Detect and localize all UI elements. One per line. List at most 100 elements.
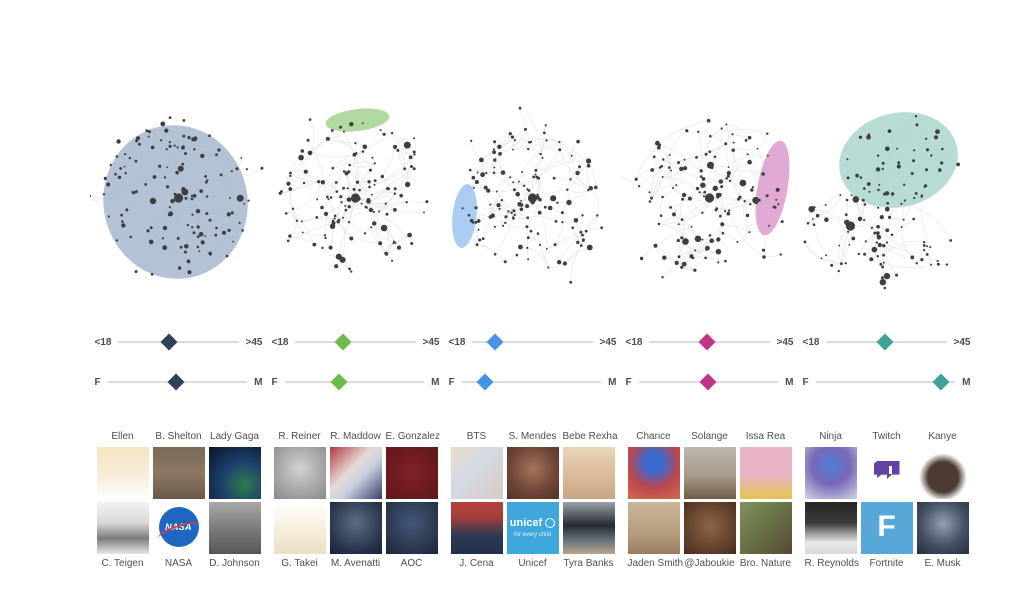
age-min-label: <18	[625, 336, 643, 348]
avatar-glyph-subtext: for every child	[513, 532, 552, 538]
people-grid: R. Reiner R. Maddow E. Gonzalez G. Takei…	[273, 430, 440, 571]
age-max-label: >45	[776, 336, 794, 348]
person-name: B. Shelton	[155, 431, 202, 442]
person-name: Issa Rea	[745, 431, 786, 442]
gender-min-label: F	[94, 376, 101, 388]
person-name: R. Reiner	[278, 431, 321, 442]
person-name: D. Johnson	[209, 558, 260, 569]
network-nodes	[803, 115, 960, 290]
avatar	[916, 502, 969, 554]
avatar	[506, 447, 559, 499]
age-slider: <18 >45	[95, 332, 263, 352]
avatar	[208, 447, 261, 499]
avatar	[562, 502, 615, 554]
community-highlight-blob	[325, 108, 390, 132]
avatar	[385, 447, 438, 499]
gender-min-label: F	[271, 376, 278, 388]
age-slider-track	[118, 333, 239, 351]
person-name: M. Avenatti	[330, 558, 381, 569]
person-name: Chance	[636, 431, 671, 442]
network-graph	[803, 112, 960, 290]
avatar	[562, 447, 615, 499]
network-graph	[278, 108, 429, 273]
avatar	[273, 447, 326, 499]
person-name: Ninja	[819, 431, 842, 442]
gender-slider-track	[284, 373, 425, 391]
gender-slider: F M	[272, 372, 440, 392]
gender-max-label: M	[962, 376, 971, 388]
avatar	[208, 502, 261, 554]
age-min-label: <18	[271, 336, 289, 348]
avatar	[273, 502, 326, 554]
avatar	[627, 447, 680, 499]
avatar	[739, 502, 792, 554]
gender-slider-track	[461, 373, 602, 391]
gender-marker-diamond-icon[interactable]	[932, 373, 950, 391]
person-name: Unicef	[518, 558, 547, 569]
gender-marker-diamond-icon[interactable]	[167, 373, 185, 391]
people-grid: Ninja Twitch Kanye F R. Reynolds Fortnit…	[804, 430, 969, 571]
person-name: S. Mendes	[508, 431, 557, 442]
person-name: G. Takei	[281, 558, 318, 569]
avatar-glyph: unicef	[510, 517, 555, 529]
avatar	[627, 502, 680, 554]
person-name: NASA	[164, 558, 193, 569]
network-graph	[621, 118, 790, 279]
age-max-label: >45	[245, 336, 263, 348]
age-marker-diamond-icon[interactable]	[160, 333, 178, 351]
person-name: Bro. Nature	[739, 558, 792, 569]
gender-slider-track	[638, 373, 779, 391]
avatar: F	[860, 502, 913, 554]
network-graph	[452, 106, 604, 284]
person-name: Fortnite	[869, 558, 904, 569]
gender-slider: F M	[95, 372, 263, 392]
community-highlight-blob	[755, 140, 790, 236]
age-slider: <18 >45	[449, 332, 617, 352]
age-marker-diamond-icon[interactable]	[698, 333, 716, 351]
gender-min-label: F	[802, 376, 809, 388]
gender-slider: F M	[449, 372, 617, 392]
age-slider-track	[295, 333, 416, 351]
gender-max-label: M	[785, 376, 794, 388]
gender-max-label: M	[431, 376, 440, 388]
person-name: Tyra Banks	[563, 558, 614, 569]
age-max-label: >45	[953, 336, 971, 348]
avatar	[385, 502, 438, 554]
cluster-column: <18 >45 F M R. Reiner R. Maddow E. Gonza…	[267, 95, 444, 571]
people-grid: BTS S. Mendes Bebe Rexha unicef for every…	[450, 430, 618, 571]
age-marker-diamond-icon[interactable]	[486, 333, 504, 351]
gender-marker-diamond-icon[interactable]	[699, 373, 717, 391]
age-marker-diamond-icon[interactable]	[334, 333, 352, 351]
people-grid: Ellen B. Shelton Lady Gaga NASA C. Teige…	[96, 430, 261, 571]
person-name: AOC	[400, 558, 423, 569]
age-max-label: >45	[422, 336, 440, 348]
community-highlight-blob	[103, 125, 248, 279]
person-name: BTS	[466, 431, 487, 442]
avatar	[450, 447, 503, 499]
gender-min-label: F	[625, 376, 632, 388]
person-name: Jaden Smith	[627, 558, 684, 569]
person-name: @Jaboukie	[684, 558, 735, 569]
network-nodes	[634, 118, 784, 279]
age-slider-track	[826, 333, 947, 351]
avatar: NASA	[152, 502, 205, 554]
age-marker-diamond-icon[interactable]	[876, 333, 894, 351]
age-slider: <18 >45	[626, 332, 794, 352]
avatar	[683, 447, 736, 499]
age-min-label: <18	[94, 336, 112, 348]
person-name: Lady Gaga	[210, 431, 259, 442]
cluster-column: <18 >45 F M Ninja Twitch Kanye F	[798, 95, 975, 571]
cluster-scales: <18 >45 F M	[626, 332, 794, 412]
gender-marker-diamond-icon[interactable]	[330, 373, 348, 391]
avatar	[860, 447, 913, 499]
avatar	[329, 502, 382, 554]
person-name: Bebe Rexha	[562, 431, 618, 442]
avatar	[804, 502, 857, 554]
gender-marker-diamond-icon[interactable]	[476, 373, 494, 391]
cluster-scales: <18 >45 F M	[803, 332, 971, 412]
person-name: E. Gonzalez	[385, 431, 440, 442]
age-min-label: <18	[802, 336, 820, 348]
person-name: J. Cena	[459, 558, 494, 569]
person-name: Solange	[691, 431, 728, 442]
